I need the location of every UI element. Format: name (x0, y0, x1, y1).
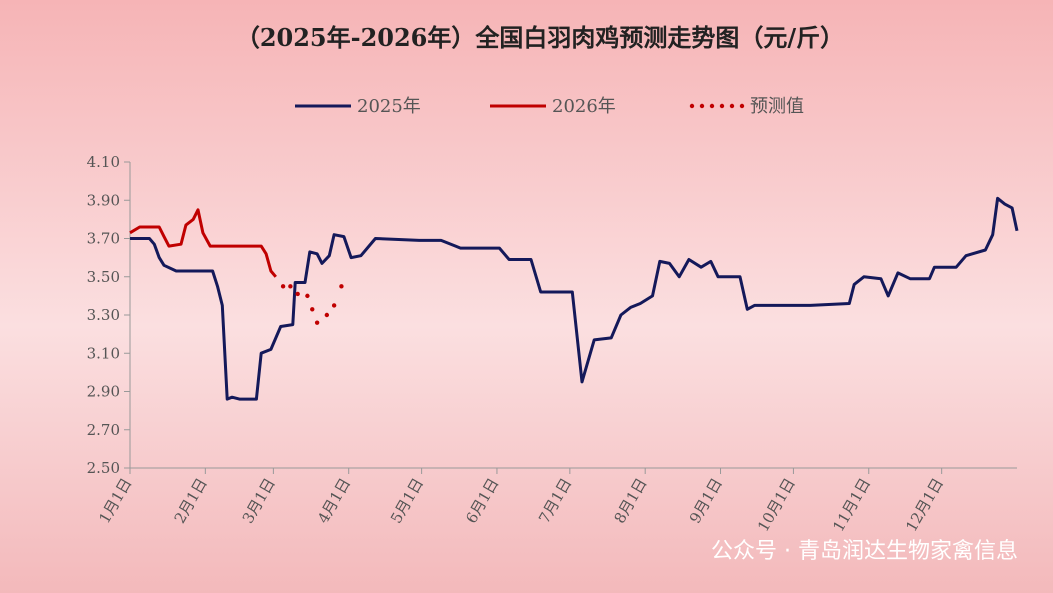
y-tick-label: 2.70 (87, 421, 120, 439)
y-tick-label: 3.90 (87, 191, 120, 209)
forecast-point (280, 284, 286, 289)
forecast-point (331, 303, 337, 308)
forecast-point (339, 284, 344, 289)
forecast-point (314, 320, 320, 325)
series-line (129, 208, 277, 278)
series-line (130, 196, 1019, 401)
legend-swatch (699, 103, 705, 109)
legend-swatch (719, 103, 725, 109)
legend-swatch (689, 103, 695, 109)
chart-title: （2025年-2026年）全国白羽肉鸡预测走势图（元/斤） (236, 23, 844, 52)
y-tick-label: 2.90 (87, 383, 120, 401)
forecast-point (310, 307, 315, 312)
y-tick-label: 2.50 (87, 459, 120, 477)
y-tick-label: 3.10 (87, 344, 120, 362)
legend-swatch (729, 103, 735, 109)
legend-label: 2026年 (552, 96, 616, 117)
forecast-point (324, 312, 330, 318)
forecast-point (295, 291, 300, 297)
forecast-point (288, 284, 293, 289)
watermark: 公众号 · 青岛润达生物家禽信息 (711, 539, 1018, 564)
y-tick-label: 3.30 (87, 306, 120, 324)
legend-swatch (739, 103, 745, 109)
y-tick-label: 4.10 (87, 153, 120, 171)
forecast-point (305, 293, 310, 299)
y-tick-label: 3.70 (87, 230, 120, 248)
y-tick-label: 3.50 (87, 268, 120, 286)
legend-label: 2025年 (357, 96, 421, 117)
legend-swatch (709, 103, 715, 109)
legend-label: 预测值 (750, 96, 804, 117)
